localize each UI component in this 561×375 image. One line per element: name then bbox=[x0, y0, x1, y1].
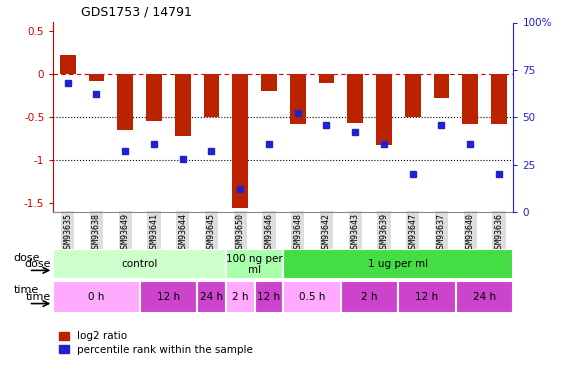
Bar bbox=[283, 249, 513, 279]
Bar bbox=[434, 74, 449, 98]
Bar bbox=[319, 74, 334, 83]
Text: 1 ug per ml: 1 ug per ml bbox=[368, 260, 429, 269]
Bar bbox=[197, 281, 226, 313]
Bar bbox=[255, 281, 283, 313]
Text: 12 h: 12 h bbox=[416, 292, 439, 302]
Legend: log2 ratio, percentile rank within the sample: log2 ratio, percentile rank within the s… bbox=[58, 332, 253, 355]
Bar bbox=[398, 281, 456, 313]
Bar bbox=[117, 74, 133, 130]
Text: time: time bbox=[25, 292, 50, 302]
Text: 2 h: 2 h bbox=[361, 292, 378, 302]
Bar bbox=[204, 74, 219, 117]
Bar bbox=[60, 55, 76, 74]
Bar bbox=[226, 249, 283, 279]
Bar bbox=[456, 281, 513, 313]
Bar bbox=[175, 74, 191, 136]
Bar bbox=[146, 74, 162, 122]
Bar bbox=[232, 74, 248, 208]
Bar bbox=[226, 281, 255, 313]
Text: control: control bbox=[121, 260, 158, 269]
Text: 12 h: 12 h bbox=[257, 292, 280, 302]
Bar bbox=[341, 281, 398, 313]
Bar bbox=[53, 281, 140, 313]
Bar bbox=[53, 249, 226, 279]
Text: 24 h: 24 h bbox=[473, 292, 496, 302]
Bar bbox=[290, 74, 306, 124]
Bar bbox=[261, 74, 277, 92]
Bar bbox=[89, 74, 104, 81]
Text: dose: dose bbox=[13, 253, 39, 263]
Text: 12 h: 12 h bbox=[157, 292, 180, 302]
Bar bbox=[405, 74, 421, 117]
Text: 24 h: 24 h bbox=[200, 292, 223, 302]
Bar bbox=[376, 74, 392, 145]
Text: 0 h: 0 h bbox=[88, 292, 104, 302]
Text: time: time bbox=[13, 285, 39, 295]
Bar bbox=[140, 281, 197, 313]
Bar bbox=[491, 74, 507, 124]
Text: GDS1753 / 14791: GDS1753 / 14791 bbox=[81, 6, 192, 19]
Bar bbox=[347, 74, 363, 123]
Text: 100 ng per
ml: 100 ng per ml bbox=[226, 254, 283, 275]
Bar bbox=[283, 281, 341, 313]
Bar bbox=[462, 74, 478, 124]
Text: dose: dose bbox=[24, 260, 50, 269]
Text: 2 h: 2 h bbox=[232, 292, 249, 302]
Text: 0.5 h: 0.5 h bbox=[299, 292, 325, 302]
